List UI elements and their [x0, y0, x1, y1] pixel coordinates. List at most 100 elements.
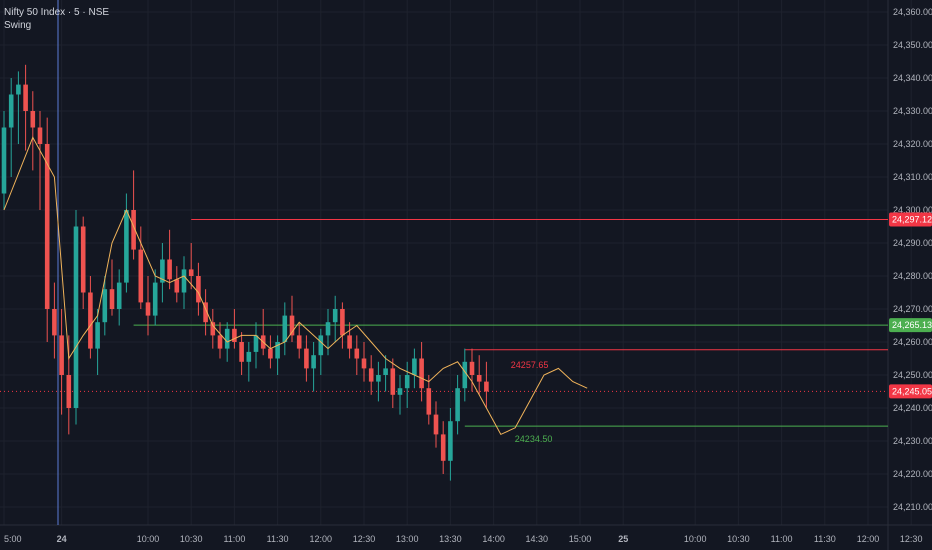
candle-body: [95, 322, 100, 349]
support-mid-tag: [889, 318, 932, 333]
y-tick-label: 24,260.00: [893, 337, 932, 347]
candle-body: [347, 335, 352, 349]
x-tick-label: 10:30: [727, 534, 750, 544]
candle-body: [268, 348, 273, 359]
x-tick-label: 11:00: [223, 534, 245, 544]
resistance-top-tag: [889, 212, 932, 227]
price-axis[interactable]: 24,210.00 24,220.00 24,230.00 24,240.00 24,2…: [893, 7, 932, 512]
candle-body: [37, 127, 43, 144]
current-price-tag: [889, 384, 932, 399]
y-tick-label: 24,310.00: [893, 172, 932, 182]
candle-body: [412, 358, 417, 375]
y-tick-label: 24,250.00: [893, 370, 932, 380]
candle-body: [448, 421, 453, 461]
candle-body: [426, 388, 432, 415]
x-tick-label: 10:00: [684, 534, 707, 544]
time-axis[interactable]: 5:00 24 10:00 10:30 11:00 11:30 12:00 12:30 13:0…: [4, 534, 922, 544]
candle-body: [318, 335, 324, 356]
candle-body: [152, 282, 158, 316]
candle-body: [174, 279, 180, 293]
candle-body: [275, 342, 280, 359]
y-tick-label: 24,350.00: [893, 40, 932, 50]
x-tick-label: 24: [57, 534, 67, 544]
price-levels: 24257.65 24234.50: [0, 0, 888, 525]
candle-body: [30, 111, 36, 128]
indicator-label[interactable]: Swing: [4, 20, 32, 31]
candle-body: [332, 309, 338, 323]
symbol-title[interactable]: Nifty 50 Index · 5 · NSE: [4, 7, 110, 18]
x-tick-label: 14:00: [482, 534, 505, 544]
candle-body: [44, 144, 50, 309]
candle-body: [433, 414, 439, 435]
candle-body: [484, 381, 489, 392]
x-tick-label: 12:30: [353, 534, 376, 544]
candle-body: [224, 328, 230, 349]
resistance-low-label: 24257.65: [511, 360, 549, 370]
candle-body: [167, 259, 172, 280]
candle-body: [73, 226, 79, 408]
candle-body: [361, 358, 367, 369]
y-tick-label: 24,320.00: [893, 139, 932, 149]
y-tick-label: 24,330.00: [893, 106, 932, 116]
candle-body: [8, 94, 14, 128]
x-tick-label: 11:00: [771, 534, 793, 544]
candle-body: [469, 361, 475, 375]
candle-body: [102, 289, 108, 323]
candle-body: [354, 348, 360, 359]
candle-body: [419, 358, 424, 389]
swing-line: [3, 136, 588, 436]
candle-body: [116, 282, 122, 309]
candle-body: [131, 210, 136, 250]
y-tick-label: 24,210.00: [893, 502, 932, 512]
candle-body: [383, 368, 388, 375]
x-tick-label: 5:00: [4, 534, 22, 544]
x-tick-label: 13:00: [396, 534, 419, 544]
swing-polyline: [3, 136, 588, 436]
candle-body: [203, 302, 208, 323]
candle-body: [282, 315, 288, 342]
y-tick-label: 24,240.00: [893, 403, 932, 413]
candle-body: [196, 276, 201, 303]
y-tick-label: 24,300.00: [893, 205, 932, 215]
candle-body: [217, 335, 223, 349]
candle-body: [289, 315, 295, 336]
x-tick-label: 10:30: [180, 534, 203, 544]
candle-body: [23, 84, 28, 111]
current-price-tag-label: 24,245.05: [892, 386, 932, 396]
support-mid-tag-label: 24,265.13: [892, 320, 932, 330]
price-tags: 24,297.12 24,265.13 24,245.05: [889, 212, 932, 399]
candle-body: [304, 348, 309, 369]
candle-body: [340, 309, 345, 336]
resistance-top-tag-label: 24,297.12: [892, 215, 932, 225]
candle-body: [455, 388, 460, 422]
x-tick-label: 11:30: [814, 534, 836, 544]
candle-body: [160, 259, 165, 283]
candle-body: [109, 289, 115, 309]
candle-body: [1, 127, 7, 194]
candle-body: [376, 375, 381, 382]
y-tick-label: 24,230.00: [893, 436, 932, 446]
candle-body: [88, 292, 93, 349]
candle-body: [80, 226, 86, 293]
y-tick-label: 24,220.00: [893, 469, 932, 479]
candle-body: [390, 368, 396, 395]
candle-body: [66, 375, 72, 408]
y-tick-label: 24,340.00: [893, 73, 932, 83]
candle-body: [16, 84, 21, 95]
x-tick-label: 13:30: [439, 534, 462, 544]
x-tick-label: 12:00: [857, 534, 880, 544]
candle-body: [462, 361, 468, 389]
x-tick-label: 15:00: [569, 534, 592, 544]
y-tick-label: 24,360.00: [893, 7, 932, 17]
candle-body: [440, 434, 446, 461]
candle-body: [368, 368, 374, 382]
candle-body: [59, 335, 64, 375]
candle-body: [188, 269, 194, 276]
x-tick-label: 12:00: [310, 534, 333, 544]
candle-body: [239, 342, 244, 362]
x-tick-label: 12:30: [900, 534, 923, 544]
y-tick-label: 24,280.00: [893, 271, 932, 281]
candle-body: [311, 355, 316, 369]
